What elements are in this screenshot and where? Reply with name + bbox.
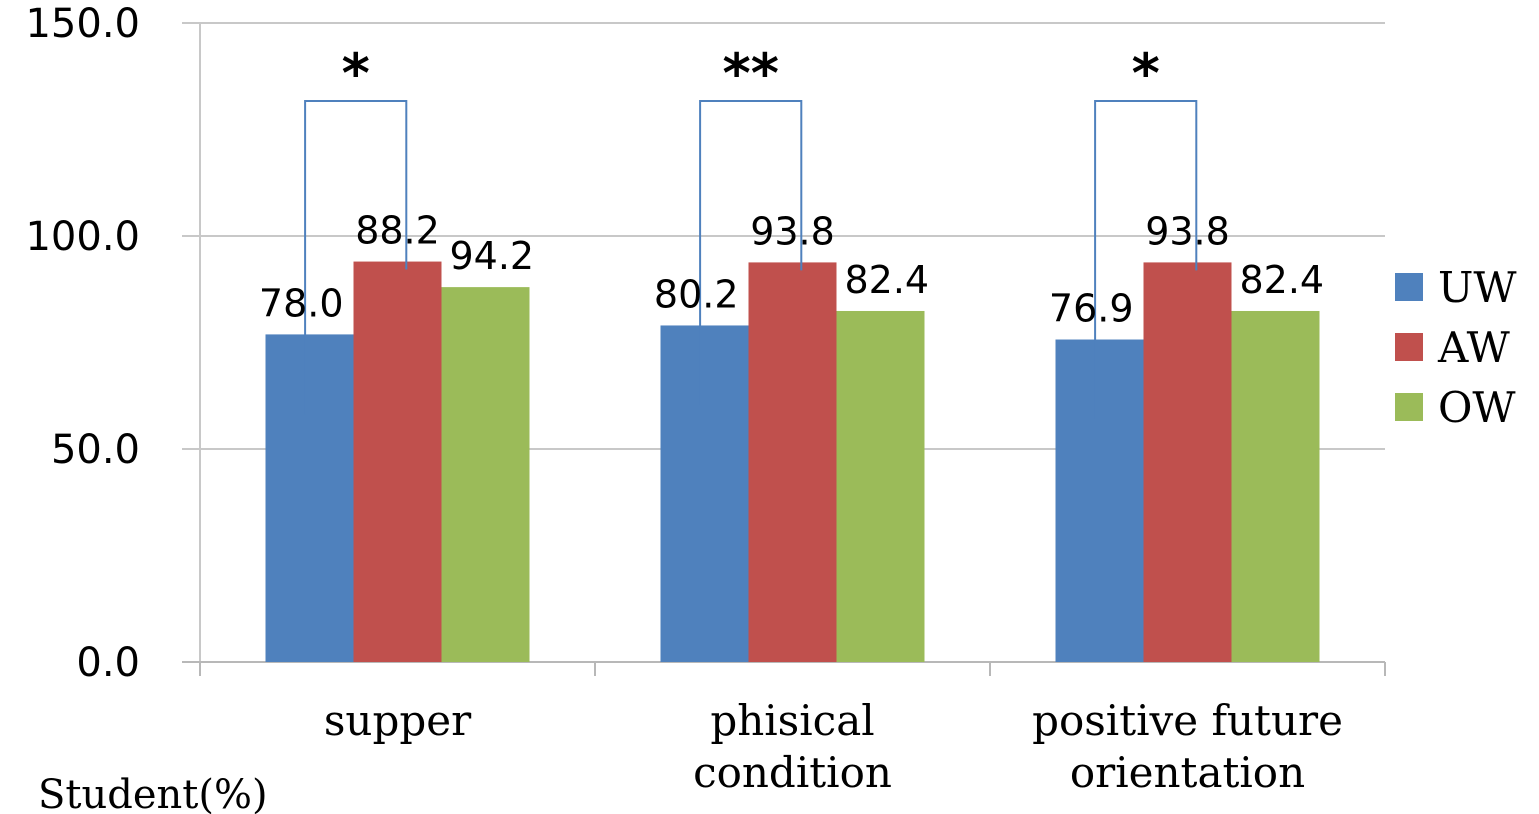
y-axis-title: Student(%) bbox=[38, 772, 268, 814]
y-tick-label: 100.0 bbox=[25, 214, 140, 260]
legend-label-aw: AW bbox=[1437, 323, 1511, 372]
data-label: 82.4 bbox=[845, 258, 930, 302]
significance-bracket bbox=[699, 100, 803, 406]
significance-marker: ** bbox=[722, 42, 778, 105]
legend: UW AW OW bbox=[1395, 263, 1517, 432]
bar-aw bbox=[1143, 262, 1232, 662]
bar-ow bbox=[441, 287, 530, 662]
data-label: 78.0 bbox=[259, 281, 344, 325]
bar-uw bbox=[265, 334, 354, 662]
significance-marker: * bbox=[1132, 42, 1160, 105]
x-category-label: supper bbox=[324, 696, 472, 745]
data-label: 93.8 bbox=[750, 209, 835, 253]
legend-swatch-ow bbox=[1395, 393, 1423, 421]
data-label: 93.8 bbox=[1145, 209, 1230, 253]
legend-swatch-uw bbox=[1395, 273, 1423, 301]
legend-label-ow: OW bbox=[1438, 383, 1516, 432]
bar-uw bbox=[1055, 339, 1144, 662]
bar-ow bbox=[836, 310, 925, 662]
y-tick-label: 0.0 bbox=[76, 640, 140, 686]
significance-brackets: * ** * bbox=[304, 42, 1198, 420]
x-category-label: phisical condition bbox=[693, 696, 892, 797]
data-label: 76.9 bbox=[1049, 287, 1134, 331]
bar-aw bbox=[353, 261, 442, 662]
legend-label-uw: UW bbox=[1438, 263, 1517, 312]
x-category-label: positive future orientation bbox=[1032, 696, 1343, 797]
bars bbox=[265, 261, 1320, 662]
y-tick-label: 150.0 bbox=[25, 1, 140, 47]
data-label: 82.4 bbox=[1240, 258, 1325, 302]
significance-bracket bbox=[1094, 100, 1198, 420]
data-label: 80.2 bbox=[654, 272, 739, 316]
data-labels: 78.088.294.280.293.882.476.993.882.4 bbox=[259, 209, 1324, 331]
bar-uw bbox=[660, 325, 749, 662]
significance-marker: * bbox=[342, 42, 370, 105]
data-label: 94.2 bbox=[450, 234, 535, 278]
bar-ow bbox=[1231, 310, 1320, 662]
data-label: 88.2 bbox=[355, 209, 440, 253]
bar-aw bbox=[748, 262, 837, 662]
significance-bracket bbox=[304, 100, 408, 415]
legend-swatch-aw bbox=[1395, 333, 1423, 361]
axes: 0.0 50.0 100.0 150.0 supper phisical condition… bbox=[25, 1, 1386, 797]
y-tick-label: 50.0 bbox=[51, 427, 140, 473]
